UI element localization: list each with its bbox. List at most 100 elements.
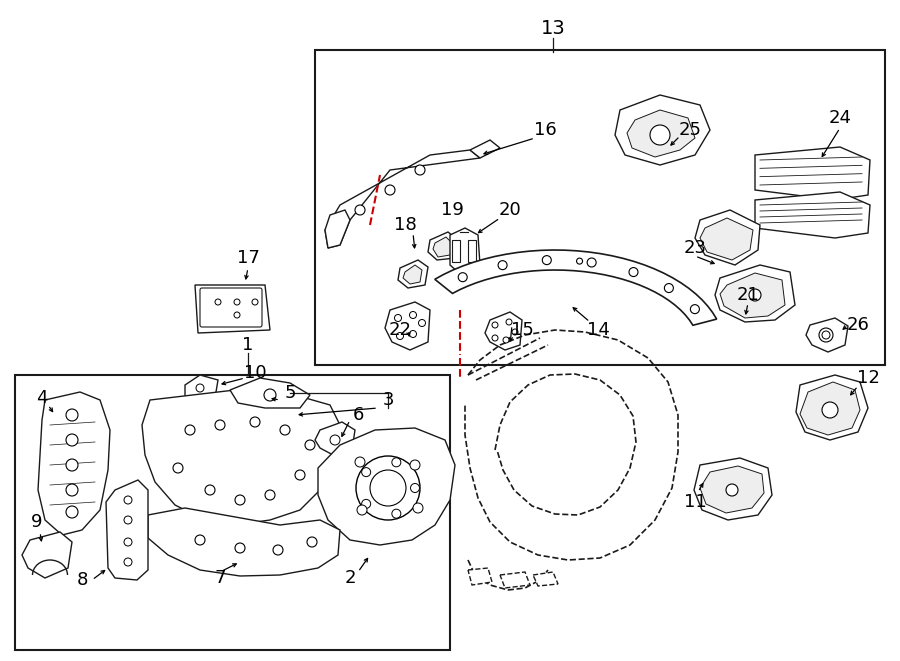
Polygon shape <box>720 273 785 318</box>
Polygon shape <box>435 250 716 325</box>
Polygon shape <box>230 378 310 408</box>
Circle shape <box>215 420 225 430</box>
Polygon shape <box>398 260 428 288</box>
Circle shape <box>822 402 838 418</box>
Polygon shape <box>315 422 355 456</box>
Text: 13: 13 <box>541 19 565 38</box>
Polygon shape <box>428 232 458 260</box>
Text: 21: 21 <box>736 286 760 304</box>
Circle shape <box>362 467 371 477</box>
Circle shape <box>124 516 132 524</box>
Circle shape <box>185 425 195 435</box>
Circle shape <box>265 490 275 500</box>
Text: 7: 7 <box>214 569 226 587</box>
Circle shape <box>66 434 78 446</box>
Polygon shape <box>695 210 760 265</box>
Circle shape <box>330 435 340 445</box>
Polygon shape <box>627 110 695 157</box>
Polygon shape <box>800 382 860 435</box>
Text: 25: 25 <box>679 121 701 139</box>
Text: 16: 16 <box>534 121 556 139</box>
Circle shape <box>66 409 78 421</box>
Text: 8: 8 <box>76 571 87 589</box>
Text: 9: 9 <box>32 513 43 531</box>
Circle shape <box>215 299 221 305</box>
FancyBboxPatch shape <box>200 288 262 327</box>
Circle shape <box>498 260 507 270</box>
Circle shape <box>492 335 498 341</box>
Circle shape <box>413 503 423 513</box>
Circle shape <box>397 332 403 340</box>
Text: 1: 1 <box>242 336 254 354</box>
Circle shape <box>280 425 290 435</box>
Circle shape <box>124 538 132 546</box>
Polygon shape <box>468 568 492 585</box>
Text: 20: 20 <box>499 201 521 219</box>
Circle shape <box>273 545 283 555</box>
Circle shape <box>355 205 365 215</box>
Circle shape <box>503 337 509 343</box>
Text: 11: 11 <box>684 493 706 511</box>
Circle shape <box>305 440 315 450</box>
Text: 2: 2 <box>344 569 356 587</box>
Circle shape <box>66 484 78 496</box>
Circle shape <box>415 165 425 175</box>
Text: 19: 19 <box>441 201 464 219</box>
Bar <box>15 375 450 650</box>
Polygon shape <box>142 390 340 525</box>
Circle shape <box>629 268 638 276</box>
Text: 12: 12 <box>857 369 879 387</box>
Circle shape <box>650 125 670 145</box>
Circle shape <box>234 299 240 305</box>
Text: 26: 26 <box>847 316 869 334</box>
Circle shape <box>512 329 518 335</box>
Polygon shape <box>195 285 270 333</box>
Circle shape <box>418 319 426 327</box>
Polygon shape <box>325 210 350 248</box>
Text: 22: 22 <box>389 321 411 339</box>
Polygon shape <box>106 480 148 580</box>
Circle shape <box>124 558 132 566</box>
Polygon shape <box>485 312 522 350</box>
Polygon shape <box>452 240 460 262</box>
Circle shape <box>173 463 183 473</box>
Circle shape <box>356 456 420 520</box>
Circle shape <box>385 185 395 195</box>
Polygon shape <box>22 532 72 578</box>
Circle shape <box>234 312 240 318</box>
Text: 6: 6 <box>352 406 364 424</box>
Circle shape <box>664 284 673 293</box>
Circle shape <box>252 299 258 305</box>
Polygon shape <box>755 192 870 238</box>
Text: 3: 3 <box>382 391 394 409</box>
Polygon shape <box>38 392 110 535</box>
Circle shape <box>410 483 419 492</box>
Circle shape <box>250 417 260 427</box>
Circle shape <box>66 459 78 471</box>
Text: 10: 10 <box>244 364 266 382</box>
Polygon shape <box>700 466 764 513</box>
Text: 14: 14 <box>587 321 609 339</box>
Circle shape <box>410 460 420 470</box>
Circle shape <box>362 499 371 508</box>
Circle shape <box>819 328 833 342</box>
Circle shape <box>307 537 317 547</box>
Circle shape <box>543 256 552 264</box>
Text: 4: 4 <box>36 389 48 407</box>
Polygon shape <box>148 508 340 576</box>
Circle shape <box>506 319 512 325</box>
Polygon shape <box>450 228 480 272</box>
Circle shape <box>124 496 132 504</box>
Circle shape <box>458 273 467 282</box>
Circle shape <box>822 331 830 339</box>
Polygon shape <box>500 572 530 588</box>
Circle shape <box>392 458 400 467</box>
Text: 24: 24 <box>829 109 851 127</box>
Circle shape <box>394 315 401 321</box>
Polygon shape <box>694 458 772 520</box>
Polygon shape <box>796 375 868 440</box>
Polygon shape <box>385 302 430 350</box>
Bar <box>315 50 885 365</box>
Circle shape <box>749 289 761 301</box>
Polygon shape <box>715 265 795 322</box>
